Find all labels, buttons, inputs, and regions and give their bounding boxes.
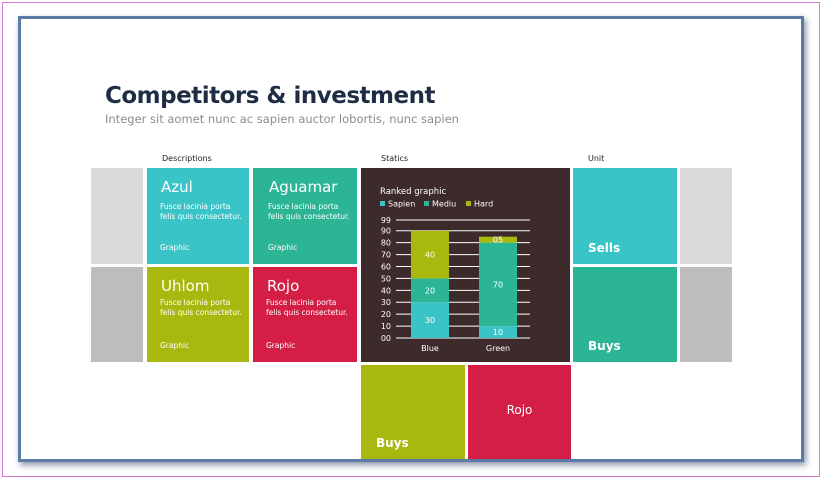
bar-segment <box>479 236 517 243</box>
bar-segment <box>411 278 449 303</box>
tile-buys-bottom[interactable]: Buys <box>361 365 465 459</box>
tile-graphic-link[interactable]: Graphic <box>268 243 298 252</box>
column-heading-statics: Statics <box>381 154 409 163</box>
column-heading-descriptions: Descriptions <box>162 154 212 163</box>
data-label: 70 <box>493 280 503 289</box>
chart-panel: Ranked graphic Sapien Mediu Hard 00 10 20 30 40 5… <box>361 168 570 362</box>
y-tick-label: 50 <box>381 274 391 283</box>
y-tick-label: 10 <box>381 322 391 331</box>
ranked-chart: Ranked graphic Sapien Mediu Hard 00 10 20 30 40 5… <box>380 187 530 353</box>
gray-tile-right-bottom <box>680 267 732 362</box>
tile-azul[interactable]: Azul Fusce lacinia porta felis quis cons… <box>147 168 249 264</box>
legend-swatch <box>380 201 385 206</box>
bar-segment <box>479 242 517 327</box>
tile-graphic-link[interactable]: Graphic <box>160 341 190 350</box>
bar-segment <box>411 302 449 338</box>
y-tick-label: 60 <box>381 262 391 271</box>
tile-uhlom[interactable]: Uhlom Fusce lacinia porta felis quis con… <box>147 267 249 362</box>
column-heading-unit: Unit <box>588 154 605 163</box>
legend-label: Sapien <box>388 200 415 209</box>
tile-graphic-link[interactable]: Graphic <box>266 341 296 350</box>
page-subtitle: Integer sit aomet nunc ac sapien auctor … <box>105 112 459 126</box>
legend-label: Hard <box>474 200 493 209</box>
y-tick-label: 40 <box>381 286 391 295</box>
tile-label: Buys <box>588 339 621 353</box>
bar-segment <box>411 230 449 279</box>
y-tick-label: 90 <box>381 227 391 236</box>
legend-swatch <box>424 201 429 206</box>
gray-tile-right-top <box>680 168 732 264</box>
tile-rojo[interactable]: Rojo Fusce lacinia porta felis quis cons… <box>253 267 357 362</box>
legend-swatch <box>466 201 471 206</box>
tile-sells[interactable]: Sells <box>573 168 677 264</box>
data-label: 30 <box>425 316 435 325</box>
tile-title: Aguamar <box>269 178 338 196</box>
tile-graphic-link[interactable]: Graphic <box>160 243 190 252</box>
tile-buys-unit[interactable]: Buys <box>573 267 677 362</box>
tile-description: Fusce lacinia porta felis quis consectet… <box>160 298 242 317</box>
tile-description: Fusce lacinia porta felis quis consectet… <box>266 298 348 317</box>
tile-label: Sells <box>588 241 621 255</box>
legend-label: Mediu <box>432 200 456 209</box>
y-tick-label: 70 <box>381 251 391 260</box>
x-tick-label: Green <box>486 344 510 353</box>
tile-label: Buys <box>376 436 409 450</box>
y-tick-label: 00 <box>381 334 391 343</box>
tile-title: Rojo <box>267 277 300 295</box>
y-tick-label: 30 <box>381 298 391 307</box>
chart-title: Ranked graphic <box>380 187 447 197</box>
x-tick-label: Blue <box>421 344 439 353</box>
data-label: 40 <box>425 251 435 260</box>
gray-tile-left-top <box>91 168 143 264</box>
data-label: 20 <box>425 286 435 295</box>
y-tick-label: 99 <box>381 216 391 225</box>
y-tick-label: 20 <box>381 310 391 319</box>
bar-segment <box>479 326 517 338</box>
tile-label: Rojo <box>506 403 533 417</box>
data-label: 05 <box>493 236 503 245</box>
tile-description: Fusce lacinia porta felis quis consectet… <box>268 202 350 221</box>
y-tick-label: 80 <box>381 239 391 248</box>
data-label: 10 <box>493 328 503 337</box>
tile-description: Fusce lacinia porta felis quis consectet… <box>160 202 242 221</box>
page-title: Competitors & investment <box>105 83 435 109</box>
tile-title: Azul <box>161 178 193 196</box>
tile-title: Uhlom <box>161 277 210 295</box>
tile-rojo-bottom[interactable]: Rojo <box>468 365 571 459</box>
tile-aguamar[interactable]: Aguamar Fusce lacinia porta felis quis c… <box>253 168 357 264</box>
gray-tile-left-bottom <box>91 267 143 362</box>
